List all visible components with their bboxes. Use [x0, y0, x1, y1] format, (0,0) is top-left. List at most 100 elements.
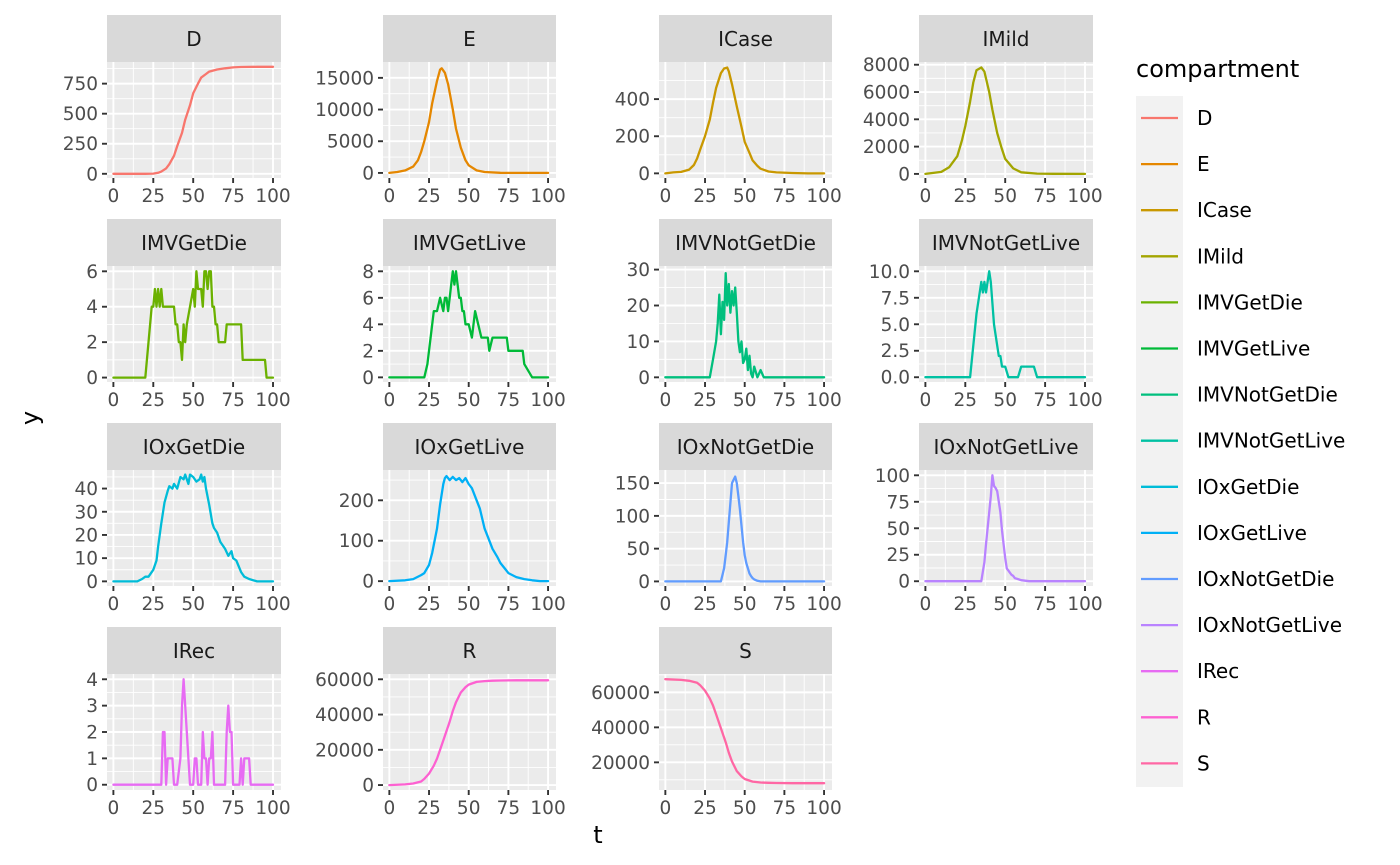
y-tick-label: 5000: [327, 132, 374, 153]
x-tick-label: 50: [733, 798, 757, 819]
y-tick-label: 2.5: [881, 341, 910, 362]
series-line-IOxNotGetDie: [664, 475, 826, 583]
strip-background: [107, 423, 281, 470]
legend-item-IOxNotGetDie: IOxNotGetDie: [1141, 567, 1334, 591]
x-tick-label: 50: [181, 594, 205, 615]
y-tick-label: 4000: [863, 110, 910, 131]
y-tick-label: 8000: [863, 55, 910, 76]
series-line-IOxNotGetLive: [924, 474, 1087, 583]
x-tick-label: 75: [497, 186, 521, 207]
y-tick-label: 40: [74, 479, 98, 500]
x-tick-label: 25: [693, 798, 717, 819]
y-tick-label: 10.0: [869, 262, 910, 283]
strip-label: IRec: [173, 639, 215, 663]
strip-background: [659, 15, 832, 62]
legend-label: IOxNotGetDie: [1197, 567, 1334, 591]
x-tick-label: 0: [383, 186, 395, 207]
x-tick-label: 50: [181, 798, 205, 819]
y-tick-label: 100: [615, 506, 650, 527]
x-tick-label: 75: [221, 186, 245, 207]
y-tick-label: 30: [626, 260, 650, 281]
x-tick-label: 100: [530, 186, 565, 207]
y-tick-label: 20000: [315, 740, 374, 761]
legend-item-ICase: ICase: [1141, 198, 1252, 222]
strip-background: [383, 219, 556, 266]
legend-item-IOxGetDie: IOxGetDie: [1141, 475, 1299, 499]
x-tick-label: 25: [693, 186, 717, 207]
legend-label: IOxGetLive: [1197, 521, 1307, 545]
y-tick-label: 250: [63, 134, 98, 155]
x-tick-label: 100: [530, 798, 565, 819]
x-tick-label: 50: [457, 594, 481, 615]
y-tick-label: 200: [339, 491, 374, 512]
y-tick-label: 50: [886, 519, 910, 540]
x-tick-label: 0: [107, 390, 119, 411]
strip-background: [383, 15, 556, 62]
y-tick-label: 0: [86, 572, 98, 593]
y-tick-label: 100: [875, 466, 910, 487]
series-line-R: [388, 679, 550, 787]
series-line-E: [388, 67, 550, 175]
x-tick-label: 50: [457, 798, 481, 819]
strip-background: [107, 15, 281, 62]
x-tick-label: 25: [417, 594, 441, 615]
x-tick-label: 0: [659, 186, 671, 207]
y-tick-label: 6: [362, 288, 374, 309]
x-tick-label: 75: [221, 390, 245, 411]
x-tick-label: 75: [773, 798, 797, 819]
strip-background: [107, 219, 281, 266]
facet-panel-IOxNotGetDie: IOxNotGetDie 0 25 50 75 100 0 50 100 150: [615, 423, 842, 615]
facet-panel-E: E 0 25 50 75 100 0 5000 10000 15000: [315, 15, 566, 207]
y-tick-label: 40000: [315, 705, 374, 726]
x-tick-label: 100: [255, 798, 290, 819]
strip-label: IMVGetLive: [413, 231, 526, 255]
legend-label: IOxGetDie: [1197, 475, 1299, 499]
y-tick-label: 75: [886, 492, 910, 513]
y-tick-label: 2: [86, 723, 98, 744]
y-tick-label: 0: [362, 368, 374, 389]
legend-item-IMVGetLive: IMVGetLive: [1141, 337, 1310, 361]
strip-label: IOxNotGetDie: [677, 435, 814, 459]
strip-background: [659, 627, 832, 674]
y-tick-label: 60000: [315, 670, 374, 691]
y-tick-label: 0: [86, 164, 98, 185]
facet-panel-IOxGetLive: IOxGetLive 0 25 50 75 100 0 100 200: [339, 423, 566, 615]
y-tick-label: 20: [626, 296, 650, 317]
y-tick-label: 60000: [591, 683, 650, 704]
x-tick-label: 50: [457, 390, 481, 411]
y-tick-label: 0: [362, 776, 374, 797]
x-tick-label: 75: [497, 798, 521, 819]
y-tick-label: 10: [74, 549, 98, 570]
y-tick-label: 400: [615, 90, 650, 111]
facet-panel-R: R 0 25 50 75 100 0 20000 40000 60000: [315, 627, 566, 819]
y-tick-label: 2000: [863, 137, 910, 158]
y-tick-label: 0: [638, 164, 650, 185]
facet-panel-IMVNotGetLive: IMVNotGetLive 0 25 50 75 100 0.0 2.5 5.0 7.5 10.0: [869, 219, 1103, 411]
facet-panel-ICase: ICase 0 25 50 75 100 0 200 400: [615, 15, 842, 207]
series-line-IMVNotGetDie: [664, 272, 826, 379]
x-tick-label: 25: [417, 186, 441, 207]
legend: compartment DE ICase IMild IMVGetDie IMVGetL…: [1136, 55, 1345, 787]
x-tick-label: 50: [181, 390, 205, 411]
strip-label: IMVGetDie: [141, 231, 247, 255]
x-tick-label: 100: [806, 390, 841, 411]
legend-item-IMVGetDie: IMVGetDie: [1141, 290, 1303, 314]
strip-background: [383, 423, 556, 470]
y-tick-label: 0: [898, 164, 910, 185]
legend-label: IMVNotGetDie: [1197, 383, 1338, 407]
legend-item-D: D: [1141, 106, 1212, 130]
x-tick-label: 0: [383, 390, 395, 411]
x-tick-label: 75: [773, 594, 797, 615]
y-tick-label: 0: [362, 163, 374, 184]
legend-title: compartment: [1136, 55, 1299, 83]
x-tick-label: 0: [107, 186, 119, 207]
x-axis-title: t: [593, 821, 602, 849]
strip-label: ICase: [718, 27, 773, 51]
x-tick-label: 75: [497, 594, 521, 615]
legend-item-IOxGetLive: IOxGetLive: [1141, 521, 1307, 545]
strip-label: IOxGetLive: [415, 435, 525, 459]
series-line-IMVGetDie: [112, 270, 275, 379]
y-tick-label: 7.5: [881, 288, 910, 309]
legend-label: IMVGetLive: [1197, 337, 1310, 361]
y-tick-label: 2: [86, 333, 98, 354]
